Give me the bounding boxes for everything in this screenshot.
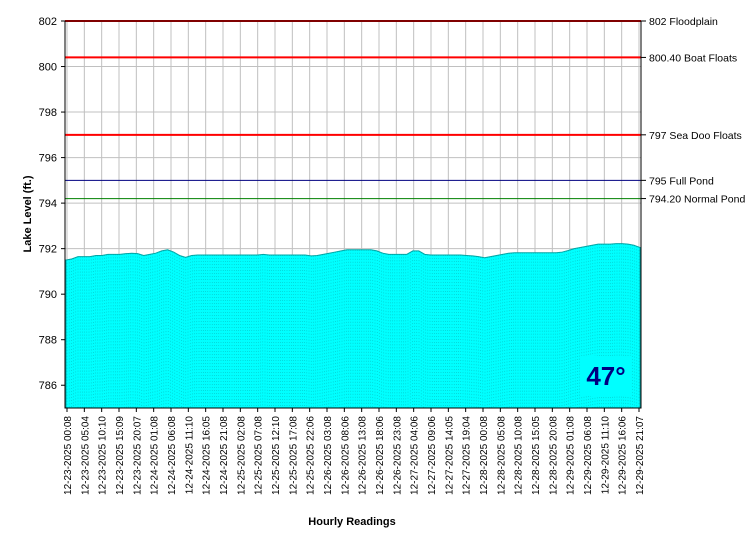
x-tick-label: 12-29-2025 16:06 [618, 416, 629, 495]
reference-line-label: 802 Floodplain [649, 16, 718, 28]
x-axis-ticks: 12-23-2025 00:08 12-23-2025 05:04 12-23-20… [63, 408, 646, 495]
x-tick-label: 12-23-2025 00:08 [63, 416, 74, 495]
x-tick-label: 12-28-2025 10:08 [514, 416, 525, 495]
x-tick-label: 12-23-2025 15:09 [115, 416, 126, 495]
x-tick-label: 12-27-2025 14:05 [444, 416, 455, 495]
y-axis-title: Lake Level (ft.) [22, 175, 34, 252]
reference-line-label: 800.40 Boat Floats [649, 52, 737, 64]
x-tick-label: 12-29-2025 06:08 [583, 416, 594, 495]
x-tick-label: 12-26-2025 03:08 [323, 416, 334, 495]
y-tick-label: 802 [39, 16, 57, 28]
y-tick-label: 800 [39, 62, 57, 74]
x-tick-label: 12-29-2025 01:08 [566, 416, 577, 495]
x-tick-label: 12-25-2025 22:06 [306, 416, 317, 495]
x-tick-label: 12-23-2025 10:10 [98, 416, 109, 495]
x-tick-label: 12-28-2025 20:08 [548, 416, 559, 495]
reference-line-label: 794.20 Normal Pond [649, 194, 745, 206]
reading-markers [66, 243, 640, 408]
x-tick-label: 12-29-2025 11:10 [600, 416, 611, 495]
x-tick-label: 12-26-2025 13:08 [358, 416, 369, 495]
temperature-badge: 47° [580, 356, 632, 396]
x-tick-label: 12-25-2025 12:10 [271, 416, 282, 495]
x-tick-label: 12-27-2025 09:06 [427, 416, 438, 495]
x-tick-label: 12-28-2025 00:08 [479, 416, 490, 495]
x-axis-title: Hourly Readings [308, 516, 395, 528]
x-tick-label: 12-24-2025 16:05 [202, 416, 213, 495]
x-tick-label: 12-25-2025 02:08 [236, 416, 247, 495]
reference-line-label: 797 Sea Doo Floats [649, 130, 742, 142]
y-tick-label: 790 [39, 289, 57, 301]
x-tick-label: 12-27-2025 19:04 [462, 416, 473, 495]
y-axis-ticks: 786 788 790 792 794 796 798 800 802 [39, 16, 65, 392]
x-tick-label: 12-26-2025 23:08 [392, 416, 403, 495]
x-tick-label: 12-23-2025 05:04 [80, 416, 91, 495]
x-tick-label: 12-28-2025 05:08 [496, 416, 507, 495]
x-tick-label: 12-28-2025 15:05 [531, 416, 542, 495]
x-tick-label: 12-23-2025 20:07 [132, 416, 143, 495]
y-tick-label: 798 [39, 107, 57, 119]
x-tick-label: 12-24-2025 06:08 [167, 416, 178, 495]
y-tick-label: 792 [39, 244, 57, 256]
x-tick-label: 12-29-2025 21:07 [635, 416, 646, 495]
x-tick-label: 12-24-2025 21:08 [219, 416, 230, 495]
x-tick-label: 12-27-2025 04:06 [410, 416, 421, 495]
reference-lines: 802 Floodplain 800.40 Boat Floats 797 Sea … [65, 16, 745, 206]
x-tick-label: 12-26-2025 18:06 [375, 416, 386, 495]
x-tick-label: 12-26-2025 08:06 [340, 416, 351, 495]
y-tick-label: 794 [39, 198, 57, 210]
x-tick-label: 12-25-2025 07:08 [254, 416, 265, 495]
reference-line-label: 795 Full Pond [649, 175, 714, 187]
x-tick-label: 12-24-2025 01:08 [150, 416, 161, 495]
plot-frame [64, 20, 642, 409]
y-tick-label: 796 [39, 153, 57, 165]
y-tick-label: 786 [39, 380, 57, 392]
x-tick-label: 12-24-2025 11:10 [184, 416, 195, 495]
y-tick-label: 788 [39, 335, 57, 347]
x-tick-label: 12-25-2025 17:08 [288, 416, 299, 495]
